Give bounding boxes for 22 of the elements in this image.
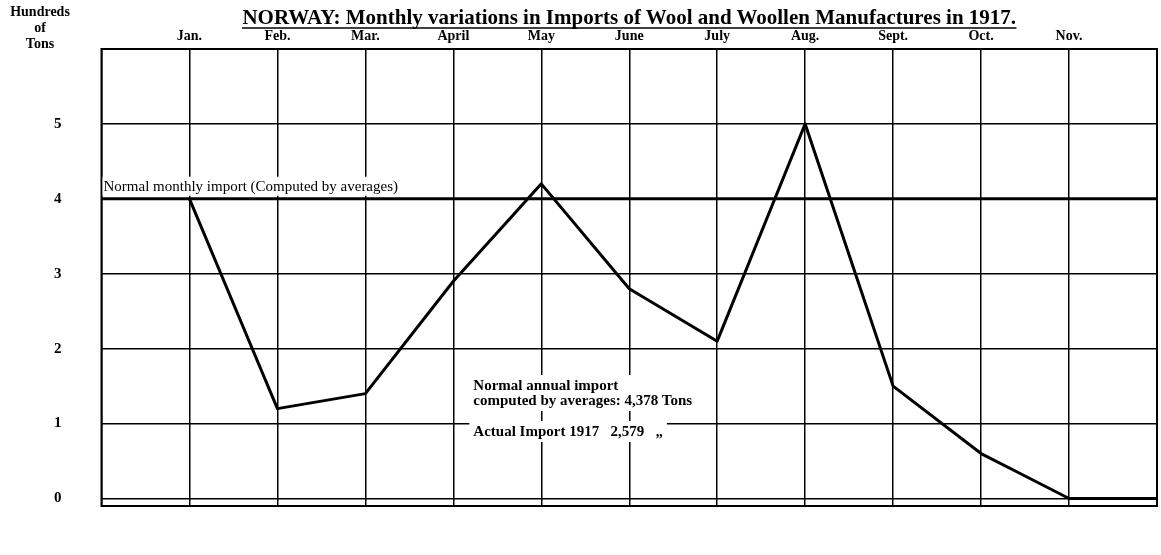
- x-tick-label: July: [704, 28, 731, 44]
- x-tick-label: Aug.: [790, 28, 820, 44]
- x-tick-label: Sept.: [878, 28, 909, 44]
- y-tick-label: 4: [54, 189, 62, 206]
- x-tick-label: Nov.: [1055, 28, 1083, 44]
- x-tick-label: Jan.: [176, 28, 203, 44]
- x-tick-label: Feb.: [264, 28, 291, 44]
- x-tick-label: Mar.: [351, 28, 380, 44]
- y-tick-label: 2: [54, 339, 62, 356]
- y-tick-label: 1: [54, 414, 62, 431]
- y-tick-label: 5: [54, 114, 62, 131]
- ref-line-label: Normal monthly import (Computed by averages): [103, 178, 399, 196]
- y-tick-label: 0: [54, 489, 62, 506]
- chart-title: NORWAY: Monthly variations in Imports of Wool and Woollen Manufactures in 1917.: [242, 5, 1017, 29]
- x-tick-label: Oct.: [968, 28, 994, 44]
- x-tick-label: May: [527, 28, 555, 44]
- annotation: Actual Import 1917 2,579 „: [473, 422, 663, 439]
- annotation: Normal annual import computed by averages: 4,378 Tons: [473, 376, 693, 408]
- x-tick-label: June: [614, 28, 644, 44]
- y-tick-label: 3: [54, 264, 62, 281]
- x-tick-label: April: [437, 28, 470, 44]
- y-axis-title: Hundreds of Tons: [10, 4, 71, 51]
